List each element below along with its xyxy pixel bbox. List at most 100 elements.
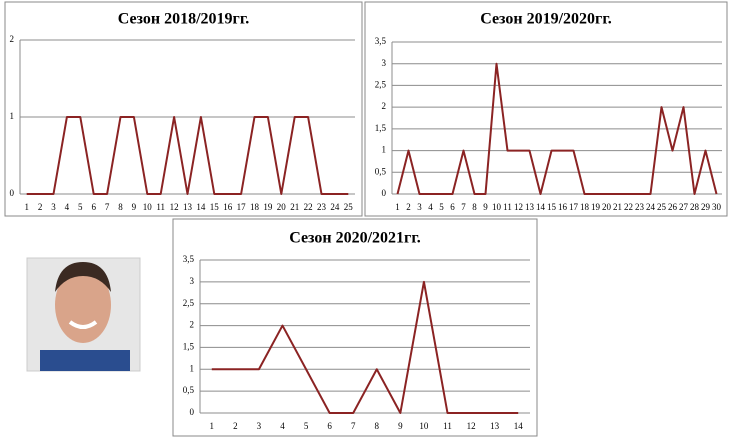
y-tick-label: 0 (190, 407, 195, 417)
chart-frame (4, 1, 363, 217)
x-tick-label: 8 (375, 421, 380, 431)
x-tick-label: 13 (490, 421, 500, 431)
chart-title: Сезон 2020/2021гг. (289, 230, 421, 247)
x-tick-label: 12 (467, 421, 476, 431)
x-tick-label: 10 (143, 202, 153, 212)
x-tick-label: 14 (196, 202, 206, 212)
x-tick-label: 28 (690, 202, 700, 212)
x-tick-label: 21 (290, 202, 299, 212)
x-tick-label: 4 (65, 202, 70, 212)
x-tick-label: 17 (569, 202, 579, 212)
x-tick-label: 10 (492, 202, 502, 212)
x-tick-label: 16 (223, 202, 233, 212)
x-tick-label: 29 (701, 202, 711, 212)
y-tick-label: 0,5 (183, 385, 195, 395)
x-tick-label: 10 (419, 421, 429, 431)
chart-title: Сезон 2019/2020гг. (480, 11, 612, 28)
x-tick-label: 9 (398, 421, 403, 431)
x-tick-label: 1 (24, 202, 29, 212)
x-tick-label: 23 (635, 202, 645, 212)
x-tick-label: 16 (558, 202, 568, 212)
data-line (396, 62, 718, 195)
y-tick-label: 1,5 (183, 341, 195, 351)
x-tick-label: 21 (613, 202, 622, 212)
x-tick-label: 19 (263, 202, 273, 212)
x-tick-label: 8 (118, 202, 123, 212)
x-tick-label: 22 (304, 202, 313, 212)
x-tick-label: 12 (514, 202, 523, 212)
x-tick-label: 26 (668, 202, 678, 212)
x-tick-label: 1 (210, 421, 215, 431)
x-tick-label: 22 (624, 202, 633, 212)
x-tick-label: 23 (317, 202, 327, 212)
x-tick-label: 3 (51, 202, 56, 212)
y-tick-label: 1 (10, 111, 15, 121)
x-tick-label: 7 (351, 421, 356, 431)
x-tick-label: 14 (514, 421, 524, 431)
chart-frame (364, 1, 728, 217)
data-line (26, 116, 349, 195)
chart-title: Сезон 2018/2019гг. (118, 11, 250, 28)
y-tick-label: 3,5 (375, 36, 387, 46)
chart-frame (172, 218, 538, 437)
y-tick-label: 2,5 (183, 298, 195, 308)
y-tick-label: 2 (10, 34, 15, 44)
x-tick-label: 18 (580, 202, 590, 212)
x-tick-label: 24 (646, 202, 656, 212)
x-tick-label: 15 (210, 202, 220, 212)
y-tick-label: 1 (190, 363, 195, 373)
photo (26, 257, 141, 372)
x-tick-label: 3 (257, 421, 262, 431)
data-line (211, 280, 519, 414)
y-tick-label: 0,5 (375, 166, 387, 176)
x-tick-label: 6 (91, 202, 96, 212)
y-tick-label: 3 (382, 58, 387, 68)
x-tick-label: 30 (712, 202, 722, 212)
x-tick-label: 9 (132, 202, 137, 212)
x-tick-label: 8 (472, 202, 477, 212)
x-tick-label: 25 (657, 202, 667, 212)
x-tick-label: 13 (525, 202, 535, 212)
x-tick-label: 19 (591, 202, 601, 212)
y-tick-label: 1 (382, 145, 387, 155)
x-tick-label: 11 (503, 202, 512, 212)
x-tick-label: 9 (483, 202, 488, 212)
y-tick-label: 2 (190, 320, 195, 330)
x-tick-label: 11 (156, 202, 165, 212)
x-tick-label: 27 (679, 202, 689, 212)
x-tick-label: 20 (602, 202, 612, 212)
x-tick-label: 1 (395, 202, 400, 212)
x-tick-label: 15 (547, 202, 557, 212)
y-tick-label: 3,5 (183, 254, 195, 264)
x-tick-label: 2 (406, 202, 411, 212)
x-tick-label: 4 (280, 421, 285, 431)
y-tick-label: 3 (190, 276, 195, 286)
chart: Сезон 2019/2020гг.00,511,522,533,51 2 3 4 5 6… (364, 1, 728, 217)
x-tick-label: 18 (250, 202, 260, 212)
x-tick-label: 4 (428, 202, 433, 212)
x-tick-label: 7 (105, 202, 110, 212)
x-tick-label: 6 (450, 202, 455, 212)
x-tick-label: 17 (237, 202, 247, 212)
y-tick-label: 1,5 (375, 123, 387, 133)
x-tick-label: 5 (304, 421, 309, 431)
chart: Сезон 2020/2021гг.00,511,522,533,51 2 3 4 5 6… (172, 218, 538, 437)
x-tick-label: 24 (330, 202, 340, 212)
x-tick-label: 14 (536, 202, 546, 212)
x-tick-label: 7 (461, 202, 466, 212)
x-tick-label: 12 (170, 202, 179, 212)
x-tick-label: 3 (417, 202, 422, 212)
x-tick-label: 25 (344, 202, 354, 212)
x-tick-label: 5 (439, 202, 444, 212)
x-tick-label: 11 (443, 421, 452, 431)
x-tick-label: 13 (183, 202, 193, 212)
x-tick-label: 20 (277, 202, 287, 212)
x-tick-label: 2 (233, 421, 238, 431)
y-tick-label: 0 (382, 188, 387, 198)
y-tick-label: 2,5 (375, 79, 387, 89)
y-tick-label: 0 (10, 188, 15, 198)
x-tick-label: 5 (78, 202, 83, 212)
x-tick-label: 2 (38, 202, 43, 212)
